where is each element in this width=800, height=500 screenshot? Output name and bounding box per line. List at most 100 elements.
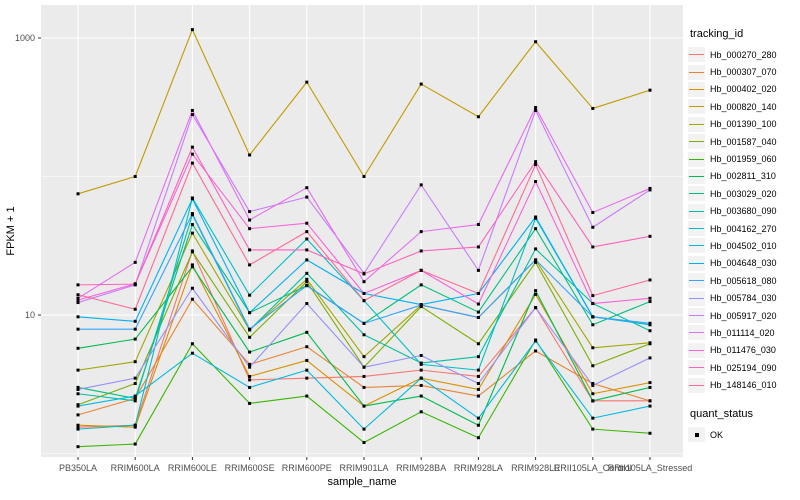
data-point <box>534 108 538 112</box>
data-point <box>248 385 252 389</box>
data-point <box>534 258 538 262</box>
data-point <box>76 293 80 297</box>
data-point <box>190 342 194 346</box>
data-point <box>76 423 80 427</box>
data-point <box>305 221 309 225</box>
legend-entry-label: Hb_001587_040 <box>710 136 777 147</box>
panel-background <box>41 5 683 457</box>
data-point <box>305 302 309 306</box>
data-point <box>76 315 80 319</box>
data-point <box>648 234 652 238</box>
data-point <box>419 410 423 414</box>
data-point <box>476 268 480 272</box>
data-point <box>476 436 480 440</box>
data-point <box>248 311 252 315</box>
data-point <box>648 431 652 435</box>
data-point <box>305 376 309 380</box>
data-point <box>648 329 652 333</box>
legend-key-box <box>688 203 705 219</box>
legend-entry-label: Hb_000820_140 <box>710 101 777 112</box>
data-point <box>419 268 423 272</box>
data-point <box>76 283 80 287</box>
data-point <box>76 425 80 429</box>
data-point <box>305 345 309 349</box>
data-point <box>476 302 480 306</box>
legend-entry-label: Hb_005917_020 <box>710 310 777 321</box>
data-point <box>133 260 137 264</box>
data-point <box>305 277 309 281</box>
data-point <box>591 416 595 420</box>
data-point <box>248 327 252 331</box>
legend-entry-label: Hb_004162_270 <box>710 223 777 234</box>
y-axis-title: FPKM + 1 <box>5 206 17 255</box>
legend-entry-Hb_011114_020: Hb_011114_020 <box>688 324 800 341</box>
legend-key-box <box>688 427 705 442</box>
data-point <box>534 105 538 109</box>
legend-entry-label: Hb_011114_020 <box>710 327 775 338</box>
data-point <box>591 346 595 350</box>
legend-key-line <box>689 367 704 369</box>
data-point <box>534 292 538 296</box>
legend-key-box <box>688 99 705 115</box>
data-point <box>419 362 423 366</box>
data-point <box>591 225 595 229</box>
data-point <box>476 368 480 372</box>
legend-key-line <box>689 158 704 160</box>
x-tick-label: RRII105LA_Stressed <box>608 463 693 473</box>
x-tick-label: RRIM600SE <box>225 463 275 473</box>
legend-key-line <box>689 245 704 247</box>
data-point <box>305 368 309 372</box>
data-point <box>648 278 652 282</box>
legend-key-line <box>689 280 704 282</box>
data-point <box>362 272 366 276</box>
data-point <box>419 303 423 307</box>
data-point <box>133 175 137 178</box>
legend-entry-label: Hb_001959_060 <box>710 154 777 165</box>
data-point <box>476 291 480 295</box>
data-point <box>362 333 366 337</box>
data-point <box>648 186 652 190</box>
legend-key-box <box>688 221 705 237</box>
data-point <box>133 282 137 286</box>
legend-key-line <box>689 228 704 230</box>
data-point <box>362 299 366 303</box>
data-point <box>476 394 480 398</box>
black-square-marker-icon <box>694 432 699 437</box>
data-point <box>76 445 80 449</box>
x-axis-title: sample_name <box>327 476 396 488</box>
data-point <box>133 425 137 429</box>
data-point <box>248 362 252 366</box>
legend-key-box <box>688 168 705 184</box>
data-point <box>248 378 252 382</box>
legend-entry-label: Hb_002811_310 <box>710 171 776 182</box>
legend-entry-Hb_000307_070: Hb_000307_070 <box>688 63 800 80</box>
data-point <box>591 302 595 306</box>
legend-key-line <box>689 71 704 73</box>
legend-key-line <box>689 384 704 386</box>
data-point <box>648 321 652 325</box>
data-point <box>648 88 652 92</box>
data-point <box>305 80 309 84</box>
data-point <box>248 374 252 378</box>
data-point <box>76 327 80 331</box>
data-point <box>534 163 538 167</box>
data-point <box>591 399 595 403</box>
legend-entry-Hb_005784_030: Hb_005784_030 <box>688 289 800 306</box>
data-point <box>76 346 80 350</box>
legend-key-box <box>688 64 705 80</box>
legend-key-line <box>689 88 704 90</box>
data-point <box>133 376 137 380</box>
data-point <box>534 260 538 264</box>
data-point <box>419 249 423 253</box>
data-point <box>248 350 252 354</box>
legend-key-line <box>689 141 704 143</box>
data-point <box>419 82 423 86</box>
legend-key-box <box>688 134 705 150</box>
legend-color-entries: Hb_000270_280 Hb_000307_070 Hb_000402_020 H… <box>688 46 800 394</box>
data-point <box>362 427 366 431</box>
legend-entry-quant-OK: OK <box>688 426 800 443</box>
data-point <box>248 365 252 369</box>
legend-entry-label: Hb_003680_090 <box>710 206 777 217</box>
data-point <box>591 427 595 431</box>
data-point <box>591 294 595 298</box>
